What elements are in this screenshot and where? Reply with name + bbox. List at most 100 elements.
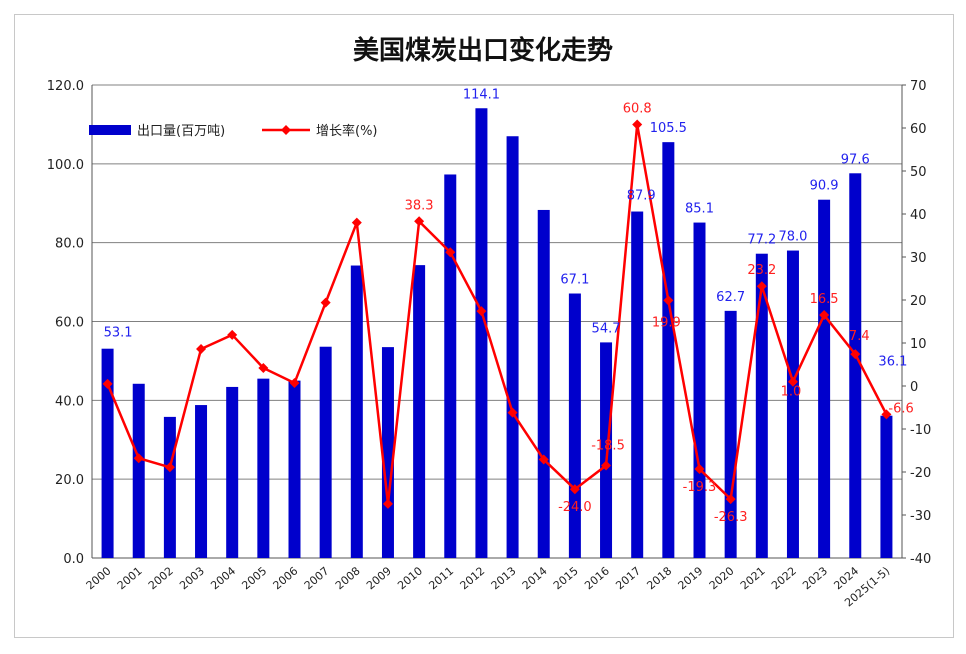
y-left-tick-label: 80.0 <box>55 237 84 252</box>
y-right-tick-label: 40 <box>910 208 927 223</box>
bar <box>163 416 176 558</box>
line-point <box>694 463 705 474</box>
line-value-label: -6.6 <box>888 401 913 416</box>
line-value-label: -26.3 <box>714 510 748 525</box>
bar-value-label: 105.5 <box>650 121 687 136</box>
x-tick-label: 2001 <box>115 564 145 592</box>
bar-value-label: 67.1 <box>560 273 589 288</box>
bar <box>101 348 114 558</box>
x-tick-label: 2002 <box>146 564 176 592</box>
y-right-tick-label: -30 <box>910 509 931 524</box>
y-left-tick-label: 100.0 <box>47 158 84 173</box>
bar <box>631 211 644 558</box>
line-point <box>538 454 549 465</box>
y-right-tick-label: 60 <box>910 122 927 137</box>
line-value-label: 38.3 <box>405 198 434 213</box>
line-value-label: -19.3 <box>683 480 717 495</box>
line-value-label: 23.2 <box>747 263 776 278</box>
chart-title: 美国煤炭出口变化走势 <box>352 36 613 66</box>
line-point <box>258 362 269 373</box>
y-right-tick-label: 70 <box>910 79 927 94</box>
x-tick-label: 2014 <box>520 564 550 592</box>
bar <box>226 386 239 558</box>
line-point <box>601 460 612 471</box>
y-right-tick-label: 0 <box>910 380 918 395</box>
legend-line-label: 增长率(%) <box>316 123 378 139</box>
line-point <box>289 377 300 388</box>
x-tick-label: 2018 <box>644 564 674 592</box>
line-point <box>569 484 580 495</box>
bar <box>662 142 675 558</box>
line-point <box>850 349 861 360</box>
line-value-label: 60.8 <box>623 102 652 117</box>
y-left-tick-label: 120.0 <box>47 79 84 94</box>
y-right-tick-label: 10 <box>910 337 927 352</box>
bar-value-label: 78.0 <box>778 230 807 245</box>
line-point <box>881 409 892 420</box>
line-value-label: 19.9 <box>652 315 681 330</box>
bar <box>849 173 862 558</box>
line-point <box>102 378 113 389</box>
bar <box>195 405 208 558</box>
y-right-tick-label: 30 <box>910 251 927 266</box>
line-point <box>414 216 425 227</box>
x-tick-label: 2003 <box>177 564 207 592</box>
bar <box>568 293 581 558</box>
bar <box>319 346 332 558</box>
line-value-label: 7.4 <box>849 329 870 344</box>
line-point <box>351 217 362 228</box>
bar <box>537 209 550 558</box>
legend-bar-label: 出口量(百万吨) <box>137 124 225 139</box>
y-left-tick-label: 60.0 <box>55 316 84 331</box>
x-tick-label: 2010 <box>395 564 425 592</box>
line-value-label: 1.0 <box>781 385 802 400</box>
x-tick-label: 2009 <box>364 564 394 592</box>
line-point <box>787 376 798 387</box>
y-right-tick-label: 50 <box>910 165 927 180</box>
bar <box>350 265 363 558</box>
bar <box>413 265 426 558</box>
bar-value-label: 90.9 <box>810 179 839 194</box>
growth-rate-line <box>106 124 888 504</box>
y-right-tick-label: -40 <box>910 552 931 567</box>
line-point <box>227 329 238 340</box>
legend-line-marker <box>281 125 291 135</box>
x-tick-label: 2015 <box>551 564 581 592</box>
bar-value-label: 54.7 <box>592 321 621 336</box>
line-point <box>507 407 518 418</box>
x-tick-label: 2006 <box>271 564 301 592</box>
bar-value-label: 87.9 <box>627 189 656 204</box>
bar-value-label: 36.1 <box>878 355 907 370</box>
bar <box>600 342 613 558</box>
bar <box>288 380 301 558</box>
line-point <box>164 462 175 473</box>
bar <box>818 199 831 558</box>
line-point <box>476 306 487 317</box>
x-tick-label: 2020 <box>707 564 737 592</box>
y-left-tick-label: 40.0 <box>55 394 84 409</box>
y-left-tick-label: 20.0 <box>55 473 84 488</box>
legend-bar-swatch <box>89 125 131 135</box>
bar-value-label: 85.1 <box>685 202 714 217</box>
y-right-tick-label: -10 <box>910 423 931 438</box>
line-value-label: -24.0 <box>558 500 592 515</box>
line-point <box>382 498 393 509</box>
bar <box>132 383 145 558</box>
line-point <box>445 247 456 258</box>
line-point <box>320 297 331 308</box>
x-tick-label: 2016 <box>582 564 612 592</box>
bar-value-label: 114.1 <box>463 87 500 102</box>
line-point <box>819 310 830 321</box>
bar <box>880 415 893 558</box>
line-point <box>663 295 674 306</box>
line-point <box>756 281 767 292</box>
bar-value-label: 53.1 <box>104 326 133 341</box>
x-tick-label: 2017 <box>613 564 643 592</box>
bar-value-label: 62.7 <box>716 290 745 305</box>
x-tick-label: 2022 <box>769 564 799 592</box>
y-right-tick-label: 20 <box>910 294 927 309</box>
x-tick-label: 2005 <box>239 564 269 592</box>
line-point <box>632 119 643 130</box>
bar <box>475 108 488 559</box>
